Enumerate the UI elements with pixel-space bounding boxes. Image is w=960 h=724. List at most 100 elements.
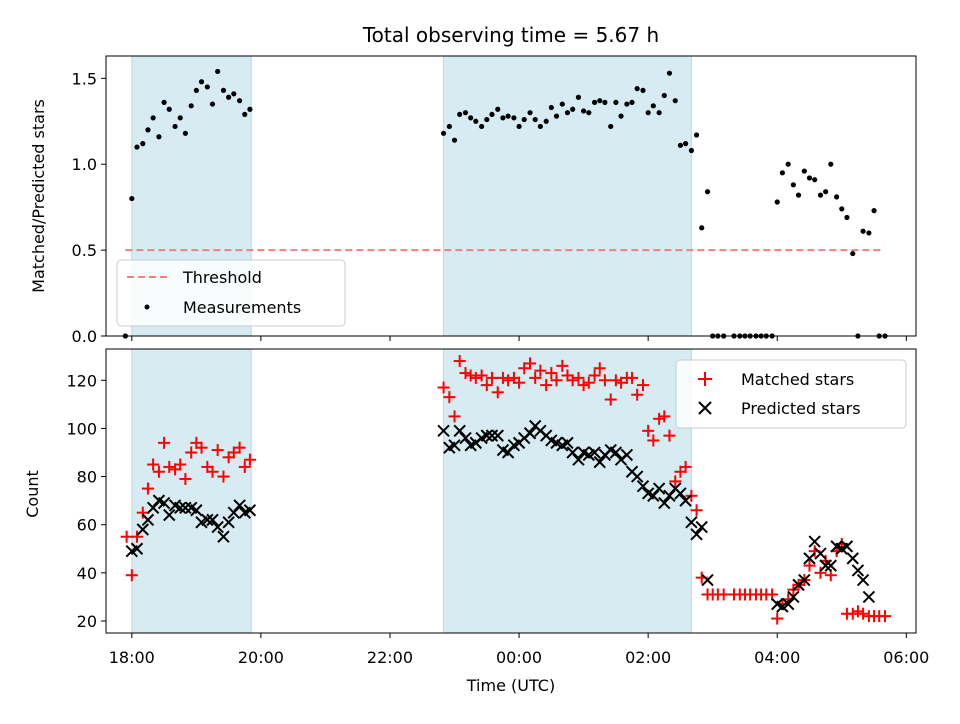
bottom-shaded-intervals bbox=[131, 348, 692, 634]
matched-star-point bbox=[475, 369, 488, 382]
predicted-star-point bbox=[636, 479, 650, 493]
measurement-point bbox=[182, 130, 188, 136]
matched-star-point bbox=[524, 357, 537, 370]
matched-star-point bbox=[179, 472, 192, 485]
predicted-stars-points bbox=[125, 419, 876, 613]
matched-star-point bbox=[136, 506, 149, 519]
measurement-point bbox=[166, 106, 172, 112]
x-tick-label: 22:00 bbox=[367, 648, 413, 667]
predicted-star-point bbox=[798, 573, 811, 587]
predicted-star-point bbox=[130, 542, 144, 555]
predicted-star-point bbox=[824, 559, 838, 572]
predicted-star-point bbox=[136, 523, 149, 536]
matched-star-point bbox=[453, 355, 466, 368]
predicted-star-point bbox=[233, 499, 246, 512]
matched-star-point bbox=[485, 371, 498, 384]
measurement-point bbox=[677, 142, 684, 148]
x-axis-label: Time (UTC) bbox=[466, 676, 555, 695]
matched-star-point bbox=[572, 371, 585, 384]
matched-star-point bbox=[217, 470, 230, 483]
top-y-tick-label: 1.5 bbox=[72, 69, 97, 88]
measurement-point bbox=[484, 116, 490, 123]
bottom-y-axis-label: Count bbox=[23, 470, 42, 518]
predicted-star-point bbox=[690, 528, 703, 541]
predicted-star-point bbox=[217, 530, 230, 543]
predicted-star-point bbox=[588, 446, 601, 459]
predicted-star-point bbox=[485, 429, 499, 442]
matched-star-point bbox=[125, 569, 138, 582]
predicted-star-point bbox=[652, 482, 666, 495]
measurement-point bbox=[828, 161, 834, 167]
measurement-point bbox=[537, 123, 543, 130]
measurement-point bbox=[527, 110, 533, 116]
top-shaded-interval-1 bbox=[443, 55, 692, 337]
measurement-point bbox=[156, 134, 162, 140]
measurement-point bbox=[242, 111, 248, 118]
matched-star-point bbox=[158, 436, 171, 449]
top-y-tick-label: 0.0 bbox=[72, 327, 97, 346]
legend-matched-swatch bbox=[698, 372, 712, 386]
matched-star-point bbox=[545, 367, 558, 380]
top-y-tick-label: 0.5 bbox=[72, 241, 97, 260]
matched-star-point bbox=[556, 359, 569, 372]
legend-predicted-swatch bbox=[698, 401, 712, 415]
matched-star-point bbox=[496, 371, 509, 384]
predicted-star-point bbox=[846, 552, 859, 565]
matched-star-point bbox=[185, 446, 198, 459]
matched-star-point bbox=[206, 465, 219, 478]
measurement-point bbox=[220, 87, 227, 93]
legend-predicted-label: Predicted stars bbox=[741, 399, 861, 418]
matched-star-point bbox=[550, 374, 563, 387]
predicted-star-point bbox=[157, 496, 171, 510]
measurement-point bbox=[193, 87, 199, 93]
measurement-point bbox=[608, 123, 614, 130]
measurement-point bbox=[516, 123, 522, 130]
bottom-shaded-interval-1 bbox=[443, 348, 692, 634]
measurement-point bbox=[129, 195, 135, 202]
top-legend-box bbox=[116, 259, 346, 327]
matched-star-point bbox=[717, 588, 730, 601]
measurement-point bbox=[790, 182, 796, 188]
matched-star-point bbox=[513, 376, 526, 389]
measurement-point bbox=[618, 113, 624, 119]
predicted-star-point bbox=[840, 540, 854, 553]
predicted-star-point bbox=[674, 487, 687, 500]
matched-star-point bbox=[577, 379, 590, 392]
measurement-point bbox=[597, 98, 603, 104]
measurement-point bbox=[586, 110, 592, 116]
predicted-star-point bbox=[856, 573, 870, 587]
matched-star-point bbox=[211, 444, 224, 457]
matched-star-point bbox=[491, 386, 504, 399]
predicted-star-point bbox=[787, 590, 800, 604]
predicted-star-point bbox=[190, 504, 203, 517]
measurement-point bbox=[801, 168, 807, 174]
bottom-y-tick-label: 60 bbox=[77, 516, 97, 535]
measurement-point bbox=[844, 214, 850, 221]
measurement-point bbox=[172, 123, 178, 130]
predicted-star-point bbox=[814, 547, 827, 560]
predicted-star-point bbox=[620, 448, 634, 462]
measurement-point bbox=[548, 104, 554, 111]
matched-star-point bbox=[152, 465, 165, 478]
matched-star-point bbox=[238, 460, 251, 473]
measurement-point bbox=[581, 108, 587, 114]
measurement-point bbox=[462, 110, 469, 116]
measurement-point bbox=[823, 189, 829, 195]
measurement-point bbox=[500, 115, 506, 121]
measurement-point bbox=[543, 118, 549, 124]
measurement-point bbox=[774, 199, 780, 205]
bottom-legend: Matched stars Predicted stars bbox=[675, 359, 907, 429]
measurement-point bbox=[871, 208, 877, 214]
measurement-point bbox=[645, 110, 651, 116]
bottom-panel: 20 40 60 80 100 120 18:00 20:00 22:00 00:00 02:00… bbox=[23, 348, 929, 695]
bottom-y-tick-label: 40 bbox=[77, 564, 97, 583]
matched-star-point bbox=[593, 362, 606, 375]
measurement-point bbox=[479, 123, 485, 130]
matched-star-point bbox=[598, 374, 611, 387]
matched-star-point bbox=[690, 504, 703, 517]
measurement-point bbox=[473, 118, 479, 124]
measurement-point bbox=[145, 127, 151, 133]
top-y-tick-label: 1.0 bbox=[72, 155, 97, 174]
predicted-star-point bbox=[141, 513, 155, 527]
matched-star-point bbox=[243, 453, 256, 466]
